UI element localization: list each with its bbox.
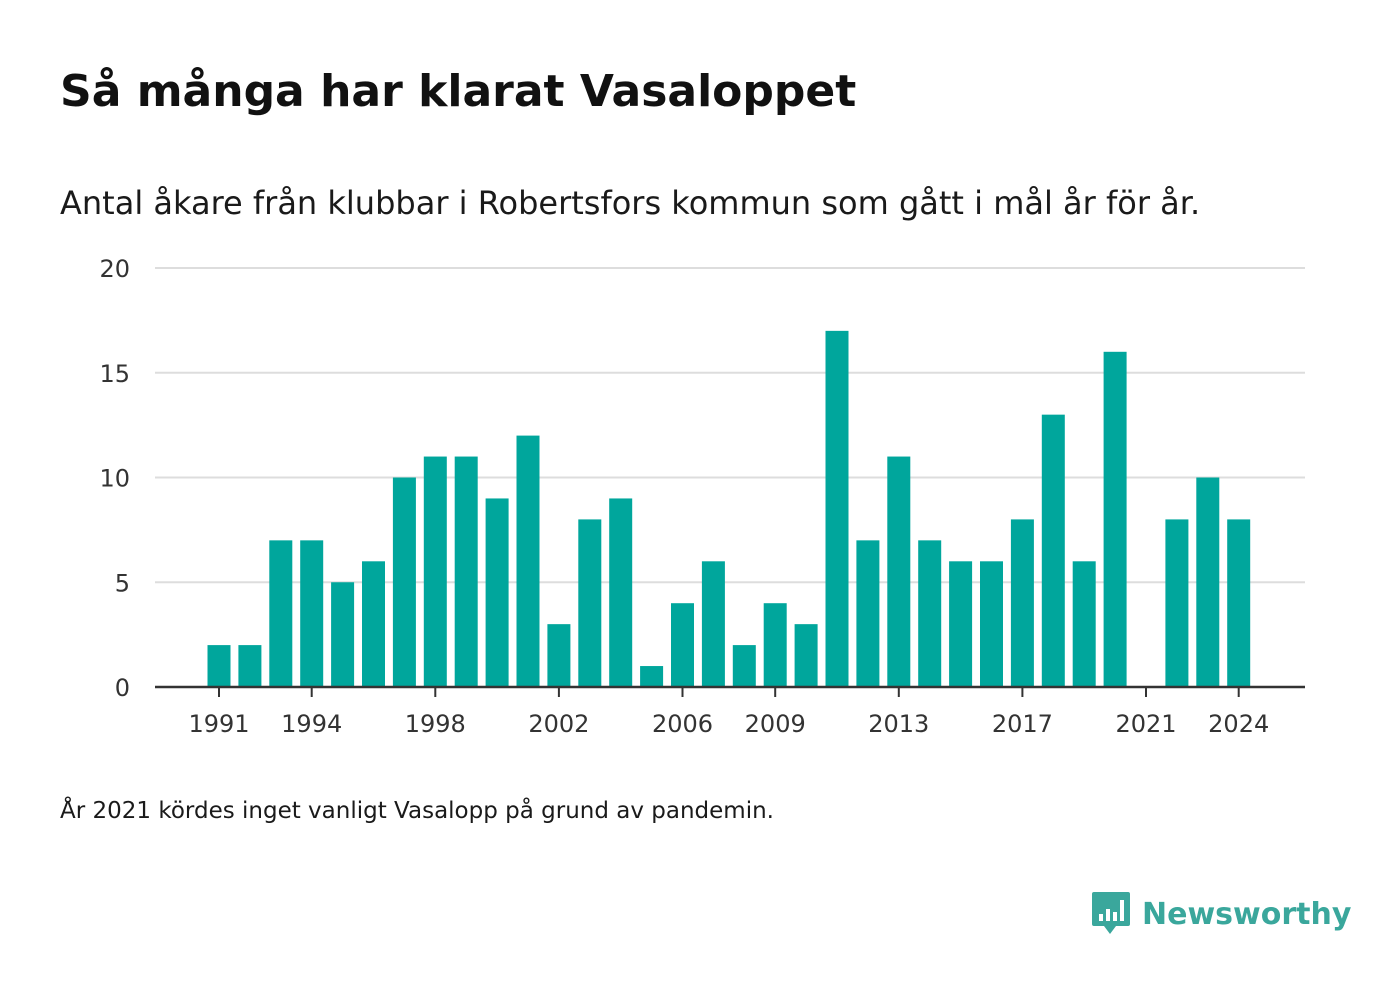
bar-1995 <box>331 582 355 687</box>
bar-1991 <box>207 645 231 687</box>
grid-lines <box>155 267 1305 584</box>
bar-2002 <box>547 624 571 687</box>
bar-1998 <box>423 456 447 687</box>
bar-2003 <box>578 519 602 687</box>
y-tick-label: 15 <box>99 360 130 388</box>
y-tick-label: 10 <box>99 465 130 493</box>
x-tick-label: 2024 <box>1208 710 1269 738</box>
bar-2005 <box>640 666 664 687</box>
chart-title: Så många har klarat Vasaloppet <box>60 66 857 117</box>
bar-1993 <box>269 540 293 687</box>
bar-2006 <box>671 603 694 687</box>
x-tick-label: 2017 <box>992 710 1053 738</box>
footnote: År 2021 kördes inget vanligt Vasalopp på… <box>60 798 774 824</box>
y-tick-label: 5 <box>115 569 130 597</box>
bar-2015 <box>949 561 973 687</box>
bars <box>207 330 1251 687</box>
bar-2017 <box>1010 519 1034 687</box>
bar-2020 <box>1103 351 1127 687</box>
x-tick-label: 2006 <box>652 710 713 738</box>
y-tick-label: 0 <box>115 674 130 702</box>
bar-2004 <box>609 498 633 687</box>
bar-2012 <box>856 540 880 687</box>
chart-subtitle: Antal åkare från klubbar i Robertsfors k… <box>60 184 1201 222</box>
x-tick-label: 2021 <box>1115 710 1176 738</box>
y-tick-label: 20 <box>99 255 130 283</box>
x-tick-label: 2009 <box>745 710 806 738</box>
bar-1994 <box>300 540 324 687</box>
bar-2019 <box>1072 561 1096 687</box>
axes: 0 5 10 15 20 1991 1994 1998 2002 2006 2009 2013 2017… <box>99 255 1305 738</box>
bar-2009 <box>763 603 787 687</box>
bar-2008 <box>732 645 756 687</box>
bar-2023 <box>1196 477 1220 687</box>
bar-2024 <box>1227 519 1251 687</box>
bar-2007 <box>701 561 725 687</box>
newsworthy-logo-icon <box>1092 892 1130 934</box>
x-tick-label: 2002 <box>528 710 589 738</box>
bar-1992 <box>238 645 262 687</box>
bar-1996 <box>362 561 385 687</box>
x-tick-label: 1994 <box>281 710 342 738</box>
bar-1999 <box>454 456 478 687</box>
bar-2022 <box>1165 519 1189 687</box>
brand-name: Newsworthy <box>1142 896 1352 932</box>
x-tick-label: 1998 <box>405 710 466 738</box>
bar-2001 <box>516 435 540 687</box>
bar-2011 <box>825 330 849 687</box>
bar-2014 <box>918 540 942 687</box>
bar-2016 <box>980 561 1003 687</box>
bar-chart: 0 5 10 15 20 1991 1994 1998 2002 2006 2009 2013 2017… <box>99 255 1305 738</box>
x-tick-label: 1991 <box>188 710 249 738</box>
brand: Newsworthy <box>1090 890 1351 938</box>
bar-1997 <box>392 477 416 687</box>
bar-2010 <box>794 624 818 687</box>
x-tick-label: 2013 <box>868 710 929 738</box>
bar-2013 <box>887 456 911 687</box>
bar-2018 <box>1041 414 1065 687</box>
bar-2000 <box>485 498 509 687</box>
